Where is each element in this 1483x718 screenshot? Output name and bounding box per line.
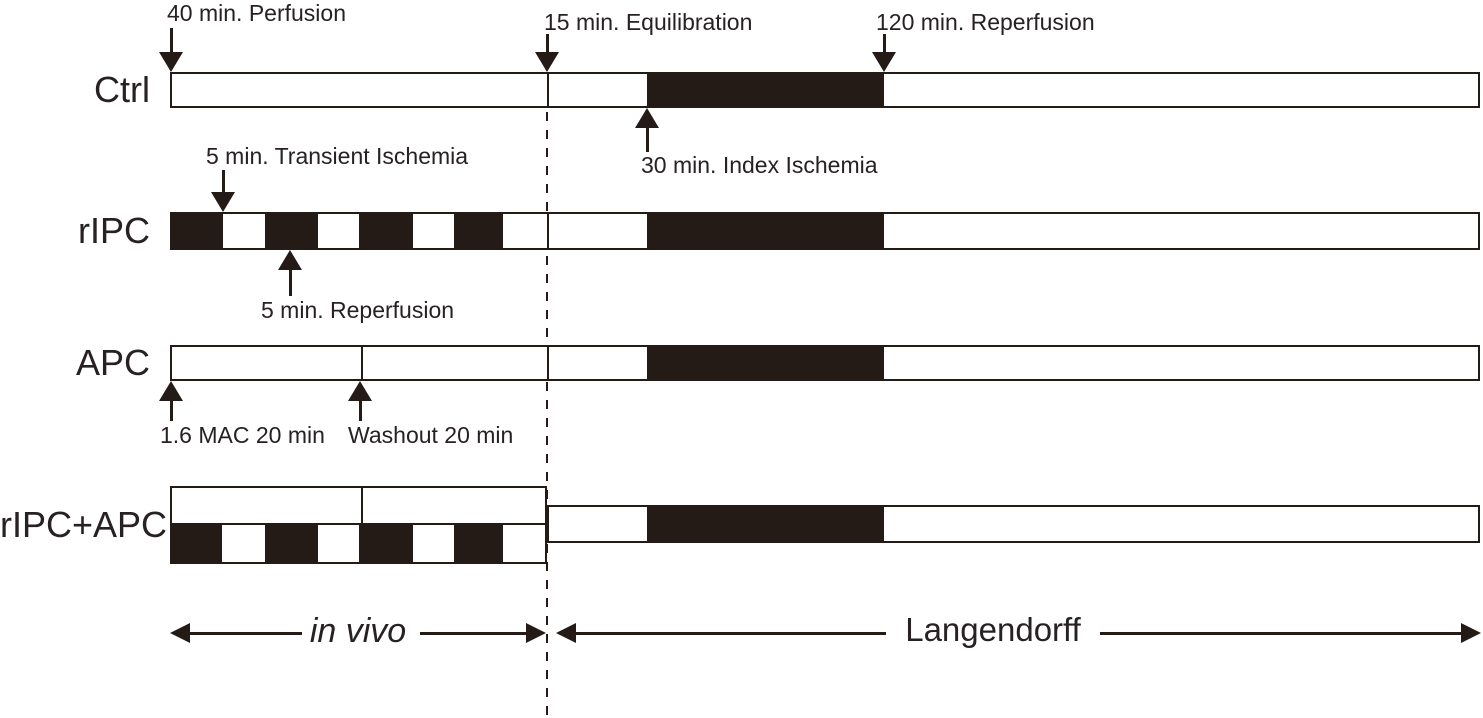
group-label-ctrl: Ctrl [94,69,150,110]
transient-ischemia-block [454,525,503,562]
invivo-arrow-line-right [420,631,527,635]
equilibration-label: 15 min. Equilibration [544,9,753,35]
equilibration-divider-line [547,347,549,379]
langendorff-arrow-line-right [1100,631,1461,635]
index-ischemia-block [647,214,884,248]
transient-ischemia-block [265,214,318,248]
index-ischemia-block [647,74,884,106]
transient-ischemia-block [265,525,318,562]
transient-ischemia-arrow-head [211,192,235,212]
langendorff-phase-label: Langendorff [905,611,1081,648]
group-label-ripc: rIPC [78,210,150,251]
ctrl-timeline-bar [170,72,1480,108]
equilibration-arrow-head [535,52,559,72]
reperfusion-arrow-tail [882,34,886,52]
mac-arrow-head [159,381,183,401]
washout-arrow-head [348,381,372,401]
ripc-timeline-bar [170,212,1480,250]
mac-label: 1.6 MAC 20 min [160,422,325,448]
double-bar-middle-line [172,523,545,525]
ripc-apc-langendorff-bar [547,505,1480,543]
equilibration-arrow-tail [545,34,549,52]
washout-arrow-tail [358,401,362,421]
transient-ischemia-block [454,214,503,248]
transient-ischemia-arrow-tail [221,170,225,192]
washout-divider-line [361,488,363,523]
reperfusion-arrow-head [872,52,896,72]
langendorff-arrow-right-head [1461,623,1481,643]
index-ischemia-block [647,347,884,379]
index-ischemia-arrow-head [635,108,659,128]
index-ischemia-arrow-tail [645,128,649,152]
index-ischemia-label: 30 min. Index Ischemia [641,152,878,178]
perfusion-arrow-head [159,52,183,72]
apc-timeline-bar [170,345,1480,381]
group-label-ripc-apc: rIPC+APC [0,504,168,545]
phase-divider-dashed-line [545,112,548,718]
langendorff-arrow-left-head [556,623,576,643]
washout-divider-line [361,347,363,379]
washout-label: Washout 20 min [348,422,514,448]
transient-ischemia-block [172,214,223,248]
langendorff-arrow-line-left [575,631,886,635]
equilibration-divider-line [547,214,549,248]
cycle-reperfusion-arrow-head [278,250,302,270]
invivo-arrow-right-head [526,623,546,643]
index-ischemia-block [647,507,884,541]
transient-ischemia-block [359,214,413,248]
perfusion-arrow-tail [169,28,173,52]
reperfusion-label: 120 min. Reperfusion [876,9,1095,35]
transient-ischemia-block [359,525,413,562]
invivo-arrow-left-head [170,623,190,643]
group-label-apc: APC [75,342,150,383]
equilibration-divider-line [547,74,549,106]
transient-ischemia-block [172,525,222,562]
ripc-apc-invivo-double-bar [170,486,547,564]
invivo-phase-label: in vivo [309,612,407,650]
transient-ischemia-label: 5 min. Transient Ischemia [206,143,469,169]
cycle-reperfusion-arrow-tail [288,270,292,296]
invivo-arrow-line-left [189,631,302,635]
mac-arrow-tail [169,401,173,421]
perfusion-label: 40 min. Perfusion [167,0,346,26]
cycle-reperfusion-label: 5 min. Reperfusion [261,297,455,323]
